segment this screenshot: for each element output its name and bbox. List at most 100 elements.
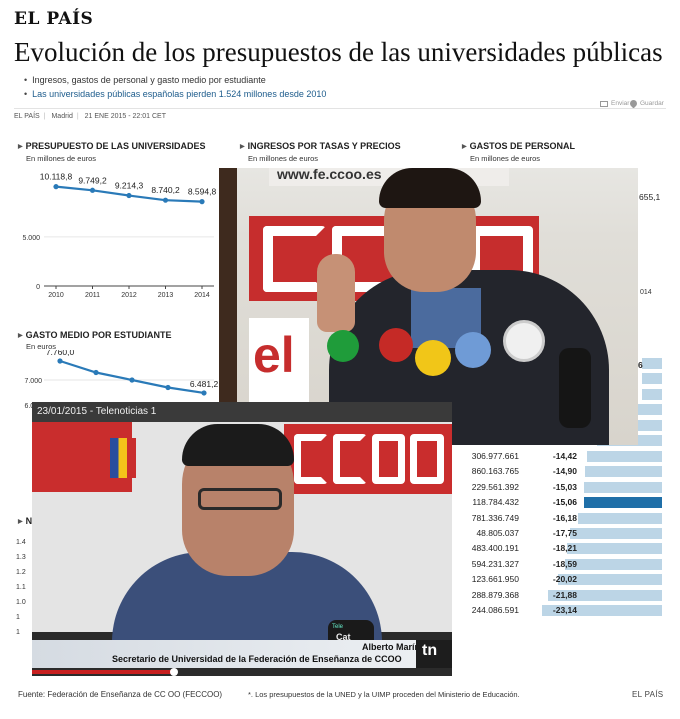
personal-partial-label: 655,1 [639, 192, 661, 202]
data-point [53, 184, 59, 190]
hidden-chart-tick: 1 [16, 614, 20, 621]
ccoo-sign-right-letters [294, 434, 444, 484]
table-row: 594.231.327 -18,59 [451, 558, 662, 570]
table-amount: 123.661.950 [471, 574, 519, 585]
table-pct: -18,59 [552, 558, 577, 569]
microphone-white [503, 320, 545, 362]
sign-lower-text: el [253, 327, 295, 383]
table-row: 118.784.432 -15,06 [451, 497, 662, 509]
chart-title-personal: GASTOS DE PERSONAL [462, 141, 575, 151]
table-pct: -14,90 [552, 466, 577, 477]
send-button[interactable]: Enviar [600, 100, 629, 107]
meta-place: Madrid [51, 113, 73, 120]
data-label: 8.740,2 [151, 185, 180, 195]
chart-unit-gasto-medio: En euros [26, 342, 57, 351]
data-point [162, 197, 169, 203]
table-pct: -15,06 [552, 497, 577, 508]
chart-unit-presupuesto: En millones de euros [26, 154, 97, 163]
table-row: 483.400.191 -18,21 [451, 543, 662, 555]
table-row [451, 358, 662, 369]
table-amount: 288.879.368 [471, 589, 519, 600]
chart-title-presupuesto: PRESUPUESTO DE LAS UNIVERSIDADES [18, 141, 206, 151]
data-point [126, 192, 132, 199]
footer-logo[interactable]: EL PAÍS [632, 690, 664, 699]
table-amount: 860.163.765 [471, 466, 519, 477]
interviewee-role: Secretario de Universidad de la Federaci… [112, 654, 402, 664]
tv-interview-still: 23/01/2015 - Telenoticias 1 Tele Cat Alb… [32, 402, 452, 676]
microphone-red [379, 328, 413, 362]
y-tick-label: 0 [36, 284, 40, 291]
video-scrubber-handle[interactable] [170, 668, 178, 676]
sign-lower [249, 318, 309, 408]
data-point [93, 369, 99, 376]
table-bar [642, 373, 662, 385]
flag-stripes [110, 438, 136, 478]
table-amount: 48.805.037 [476, 527, 519, 538]
channel-logo-box [416, 640, 452, 668]
table-pct: -21,88 [552, 589, 577, 600]
table-bar [548, 589, 662, 601]
table-pct: -17,75 [552, 527, 577, 538]
x-tick-label: 2010 [48, 292, 64, 299]
table-row: 123.661.950 -20,02 [451, 574, 662, 586]
glasses [198, 488, 282, 510]
save-button[interactable]: Guardar [628, 98, 664, 109]
hidden-chart-tick: 1.2 [16, 569, 26, 576]
y-tick-label: 5.000 [22, 235, 40, 242]
data-label: 9.749,2 [78, 175, 107, 185]
table-amount: 781.336.749 [471, 512, 519, 523]
interviewee-hair [182, 424, 294, 466]
speaker-hair [379, 168, 481, 208]
hidden-chart-tick: 1.1 [16, 584, 26, 591]
microphone-blue [455, 332, 491, 368]
table-bar [584, 466, 662, 478]
table-partial-pct: 6 [638, 360, 643, 370]
article-meta: EL PAÍS | Madrid | 21 ENE 2015 - 22:01 CET [14, 108, 666, 122]
table-pct: -20,02 [552, 574, 577, 585]
table-bar [557, 574, 662, 586]
table-amount: 244.086.591 [471, 605, 519, 616]
banner-url: www.fe.ccoo.es [277, 168, 382, 182]
table-bar [565, 558, 662, 570]
meta-source: EL PAÍS [14, 113, 40, 120]
video-progress-track[interactable] [32, 668, 452, 676]
table-amount: 594.231.327 [471, 558, 519, 569]
table-row [451, 388, 662, 400]
table-bar [642, 388, 662, 400]
brand-logo[interactable]: EL PAÍS [14, 9, 94, 29]
lower-third [32, 640, 452, 668]
table-row: 244.086.591 -23,14 [451, 605, 662, 617]
y-tick-label: 7.000 [24, 378, 42, 385]
series-line [59, 359, 205, 395]
table-pct: -15,03 [552, 481, 577, 492]
data-point [201, 390, 207, 396]
table-bar [642, 358, 662, 369]
table-pct: -14,42 [552, 450, 577, 461]
table-bar [587, 450, 662, 462]
table-row: 306.977.661 -14,42 [451, 450, 662, 462]
x-tick-label: 2013 [158, 292, 174, 299]
data-label: 10.118,8 [40, 172, 73, 182]
personal-partial-year: 014 [640, 289, 652, 296]
envelope-icon [600, 100, 608, 107]
table-bar [583, 497, 662, 509]
microphone-green [327, 330, 359, 362]
photo-edge [219, 168, 237, 445]
microphone-yellow [415, 340, 451, 376]
subtitle-bullet: Ingresos, gastos de personal y gasto med… [24, 75, 266, 85]
data-label: 8.594,8 [188, 187, 217, 197]
channel-logo: tn [422, 642, 438, 659]
related-article-link[interactable]: Las universidades públicas españolas pie… [24, 89, 326, 99]
page-title: Evolución de los presupuestos de las uni… [14, 37, 663, 67]
x-tick-label: 2012 [121, 292, 137, 299]
hidden-chart-tick: 1.3 [16, 554, 26, 561]
sign-letter [263, 226, 326, 292]
chart-title-gasto-medio: GASTO MEDIO POR ESTUDIANTE [18, 330, 172, 340]
table-row: 781.336.749 -16,18 [451, 512, 662, 524]
video-progress-fill [32, 670, 174, 674]
data-label: 9.214,3 [115, 181, 144, 191]
speaker-hand [317, 254, 355, 332]
table-pct: -16,18 [552, 512, 577, 523]
tv-overlay-bar [32, 402, 452, 422]
